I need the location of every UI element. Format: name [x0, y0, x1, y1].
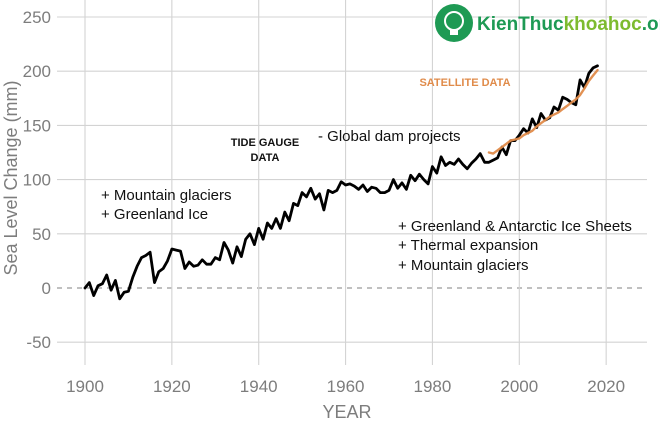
- annotation-mountain-glaciers-early: + Mountain glaciers: [101, 187, 232, 204]
- y-tick-label: 100: [23, 171, 51, 190]
- x-tick-label: 1920: [153, 377, 191, 396]
- y-tick-label: 50: [32, 225, 51, 244]
- y-tick-label: -50: [26, 333, 51, 352]
- annotation-mountain-glaciers-late: + Mountain glaciers: [398, 257, 529, 274]
- y-tick-label: 0: [42, 279, 51, 298]
- lightbulb-icon: [435, 4, 473, 42]
- satellite-label: SATELLITE DATA: [419, 77, 510, 89]
- watermark-text-accent: khoahoc: [564, 14, 643, 35]
- svg-text:KienThuckhoahoc.org: KienThuckhoahoc.org: [477, 14, 660, 35]
- x-tick-label: 1980: [414, 377, 452, 396]
- x-axis-title: YEAR: [322, 402, 371, 422]
- annotation-thermal-expansion: + Thermal expansion: [398, 237, 538, 254]
- watermark: KienThuckhoahoc.org: [435, 4, 660, 42]
- y-tick-label: 150: [23, 116, 51, 135]
- x-tick-label: 1940: [240, 377, 278, 396]
- annotation-ice-sheets: + Greenland & Antarctic Ice Sheets: [398, 218, 632, 235]
- series: [83, 64, 599, 301]
- watermark-text-main: KienThuc: [477, 14, 564, 35]
- annotation-global-dam-projects: - Global dam projects: [318, 128, 461, 145]
- annotation-greenland-ice: + Greenland Ice: [101, 206, 208, 223]
- x-tick-label: 2000: [500, 377, 538, 396]
- satellite-line: [487, 68, 599, 155]
- y-tick-label: 250: [23, 8, 51, 27]
- x-tick-label: 1900: [66, 377, 104, 396]
- tick-labels: -50 0 50 100 150 200 250 1900 1920 1940 1960 1980 20…: [23, 8, 625, 396]
- y-tick-label: 200: [23, 62, 51, 81]
- tide-gauge-label-line2: DATA: [251, 152, 280, 164]
- y-axis-title: Sea Level Change (mm): [1, 80, 21, 275]
- grid: [57, 0, 647, 365]
- watermark-text-suffix: .org: [642, 14, 660, 35]
- tide-gauge-label-line1: TIDE GAUGE: [231, 137, 299, 149]
- x-tick-label: 2020: [587, 377, 625, 396]
- x-tick-label: 1960: [327, 377, 365, 396]
